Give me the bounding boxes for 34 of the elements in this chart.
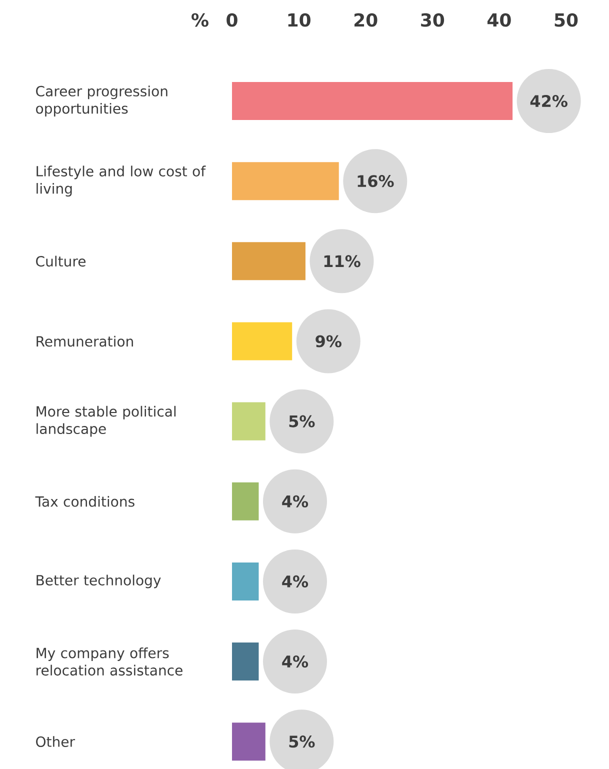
bar — [232, 722, 266, 761]
data-label: 4% — [282, 655, 308, 668]
data-label: 11% — [324, 255, 360, 268]
bar — [232, 322, 292, 360]
y-tick-label: Tax conditions — [35, 496, 134, 507]
data-label: 4% — [282, 575, 308, 588]
bar — [232, 642, 259, 681]
y-tick-label: Better technology — [36, 574, 161, 588]
y-tick-label: Career progression opportunities — [36, 86, 168, 116]
bar — [232, 82, 513, 120]
bar — [232, 482, 259, 520]
x-tick-label: 40 — [487, 13, 511, 27]
y-tick-label: Other — [36, 736, 76, 747]
bar — [232, 402, 266, 440]
x-tick-label: 0 — [226, 13, 238, 27]
y-tick-label: Culture — [36, 256, 86, 267]
y-tick-label: My company offers relocation assistance — [36, 647, 182, 676]
y-tick-label: Remuneration — [36, 336, 133, 347]
x-tick-label: 30 — [421, 13, 444, 27]
y-tick-label: More stable political landscape — [36, 406, 176, 437]
data-label: 5% — [289, 415, 315, 428]
data-label: 4% — [282, 495, 308, 508]
bar — [232, 242, 306, 280]
data-label: 5% — [289, 736, 315, 748]
x-tick-label: 10 — [288, 13, 310, 27]
x-tick-label: 20 — [354, 13, 378, 27]
data-label: 16% — [358, 175, 394, 188]
x-tick-label: 50 — [554, 13, 578, 27]
bar — [232, 162, 339, 200]
data-label: 9% — [316, 335, 342, 348]
data-label: 42% — [530, 94, 568, 108]
y-tick-label: Lifestyle and low cost of living — [36, 166, 206, 197]
x-axis-title: % — [192, 13, 208, 27]
bar — [232, 562, 259, 600]
